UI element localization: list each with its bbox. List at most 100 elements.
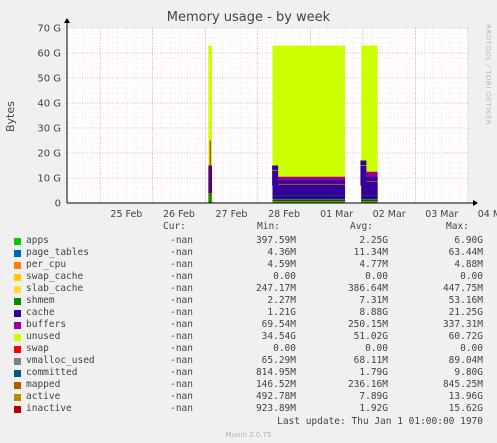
last-update: Last update: Thu Jan 1 01:00:00 1970: [277, 416, 483, 427]
legend-row-page-tables: page_tables -nan 4.36M 11.34M 63.44M: [0, 247, 497, 259]
legend-avg: 7.31M: [359, 295, 388, 306]
legend-max: 4.88M: [454, 259, 483, 270]
legend-swatch: [14, 262, 21, 269]
y-tick-label: 60 G: [37, 49, 61, 60]
x-axis-arrow: [473, 200, 478, 206]
x-tick-label: 02 Mar: [373, 209, 406, 220]
legend-row-per-cpu: per_cpu -nan 4.59M 4.77M 4.88M: [0, 259, 497, 271]
legend-name: per_cpu: [26, 259, 67, 270]
legend-avg: 1.92G: [359, 403, 388, 414]
y-tick-label: 0: [55, 199, 61, 210]
legend-name: committed: [26, 367, 78, 378]
legend-name: slab_cache: [26, 283, 84, 294]
x-tick-label: 26 Feb: [163, 209, 195, 220]
legend-cur: -nan: [170, 271, 193, 282]
legend-max: 845.25M: [442, 379, 483, 390]
legend-swatch: [14, 298, 21, 305]
chart-title: Memory usage - by week: [166, 10, 331, 25]
legend-min: 0.00: [273, 343, 296, 354]
legend-swatch: [14, 250, 21, 257]
legend-name: unused: [26, 331, 61, 342]
legend-cur: -nan: [170, 343, 193, 354]
legend-name: mapped: [26, 379, 61, 390]
legend-header: Cur: Min: Avg: Max:: [0, 221, 497, 233]
legend-cur: -nan: [170, 355, 193, 366]
legend-name: shmem: [26, 295, 55, 306]
y-tick-label: 10 G: [37, 174, 61, 185]
legend-max: 89.04M: [448, 355, 483, 366]
legend-max: 0.00: [460, 271, 483, 282]
legend-min: 923.89M: [255, 403, 296, 414]
legend-row-committed: committed -nan 814.95M 1.79G 9.80G: [0, 367, 497, 379]
legend-max: 53.16M: [448, 295, 483, 306]
legend-swatch: [14, 286, 21, 293]
legend-row-inactive: inactive -nan 923.89M 1.92G 15.62G: [0, 403, 497, 415]
legend-swatch: [14, 346, 21, 353]
legend-cur: -nan: [170, 247, 193, 258]
cache-spike: [272, 165, 279, 186]
legend-min: 247.17M: [255, 283, 296, 294]
legend-name: page_tables: [26, 247, 89, 258]
legend-avg: 4.77M: [359, 259, 388, 270]
axes: [64, 18, 478, 206]
legend-min: 34.54G: [261, 331, 296, 342]
legend-cur: -nan: [170, 259, 193, 270]
legend-avg: 11.34M: [353, 247, 388, 258]
x-tick-label: 28 Feb: [268, 209, 300, 220]
legend-cur: -nan: [170, 307, 193, 318]
legend-max: 13.96G: [448, 391, 483, 402]
legend-row-unused: unused -nan 34.54G 51.02G 60.72G: [0, 331, 497, 343]
legend-header-avg: Avg:: [350, 221, 373, 232]
legend-cur: -nan: [170, 331, 193, 342]
legend-min: 4.59M: [267, 259, 296, 270]
legend-max: 0.00: [460, 343, 483, 354]
legend-min: 814.95M: [255, 367, 296, 378]
legend-cur: -nan: [170, 283, 193, 294]
legend-avg: 68.11M: [353, 355, 388, 366]
legend-row-cache: cache -nan 1.21G 8.88G 21.25G: [0, 307, 497, 319]
y-tick-labels: 0 10 G 20 G 30 G 40 G 50 G 60 G 70 G: [37, 24, 61, 210]
apps-area: [272, 199, 346, 203]
munin-version: Munin 2.0.75: [225, 431, 272, 439]
legend-max: 21.25G: [448, 307, 483, 318]
legend-header-cur: Cur:: [163, 221, 186, 232]
legend-avg: 0.00: [365, 271, 388, 282]
legend-name: cache: [26, 307, 55, 318]
x-tick-label: 03 Mar: [425, 209, 458, 220]
y-tick-label: 20 G: [37, 149, 61, 160]
x-tick-label: 27 Feb: [216, 209, 248, 220]
y-axis-arrow: [64, 18, 70, 23]
memory-chart: 0 10 G 20 G 30 G 40 G 50 G 60 G 70 G 25 Feb 26 F…: [37, 18, 497, 220]
legend-max: 60.72G: [448, 331, 483, 342]
rrdtool-watermark: RRDTOOL / TOBI OETIKER: [484, 24, 492, 126]
legend-min: 69.54M: [261, 319, 296, 330]
unused-area: [208, 45, 213, 203]
legend-row-slab-cache: slab_cache -nan 247.17M 386.64M 447.75M: [0, 283, 497, 295]
legend-min: 65.29M: [261, 355, 296, 366]
legend-name: swap_cache: [26, 271, 84, 282]
legend-max: 337.31M: [442, 319, 483, 330]
legend-avg: 386.64M: [347, 283, 388, 294]
legend-swatch: [14, 274, 21, 281]
legend-row-vmalloc-used: vmalloc_used -nan 65.29M 68.11M 89.04M: [0, 355, 497, 367]
legend-swatch: [14, 334, 21, 341]
legend-row-buffers: buffers -nan 69.54M 250.15M 337.31M: [0, 319, 497, 331]
legend-avg: 1.79G: [359, 367, 388, 378]
series-areas: [208, 45, 378, 203]
legend-row-shmem: shmem -nan 2.27M 7.31M 53.16M: [0, 295, 497, 307]
legend-name: buffers: [26, 319, 67, 330]
x-tick-labels: 25 Feb 26 Feb 27 Feb 28 Feb 01 Mar 02 Mar 03 M…: [110, 209, 497, 220]
legend-header-min: Min:: [257, 221, 280, 232]
legend-min: 492.78M: [255, 391, 296, 402]
legend-swatch: [14, 310, 21, 317]
legend-swatch: [14, 358, 21, 365]
x-tick-label: 04 Mar: [478, 209, 497, 220]
legend-avg: 2.25G: [359, 235, 388, 246]
cache-area: [272, 180, 346, 203]
legend-swatch: [14, 394, 21, 401]
legend-min: 2.27M: [267, 295, 296, 306]
y-tick-label: 30 G: [37, 124, 61, 135]
legend-row-swap-cache: swap_cache -nan 0.00 0.00 0.00: [0, 271, 497, 283]
legend-name: apps: [26, 235, 49, 246]
legend-avg: 8.88G: [359, 307, 388, 318]
